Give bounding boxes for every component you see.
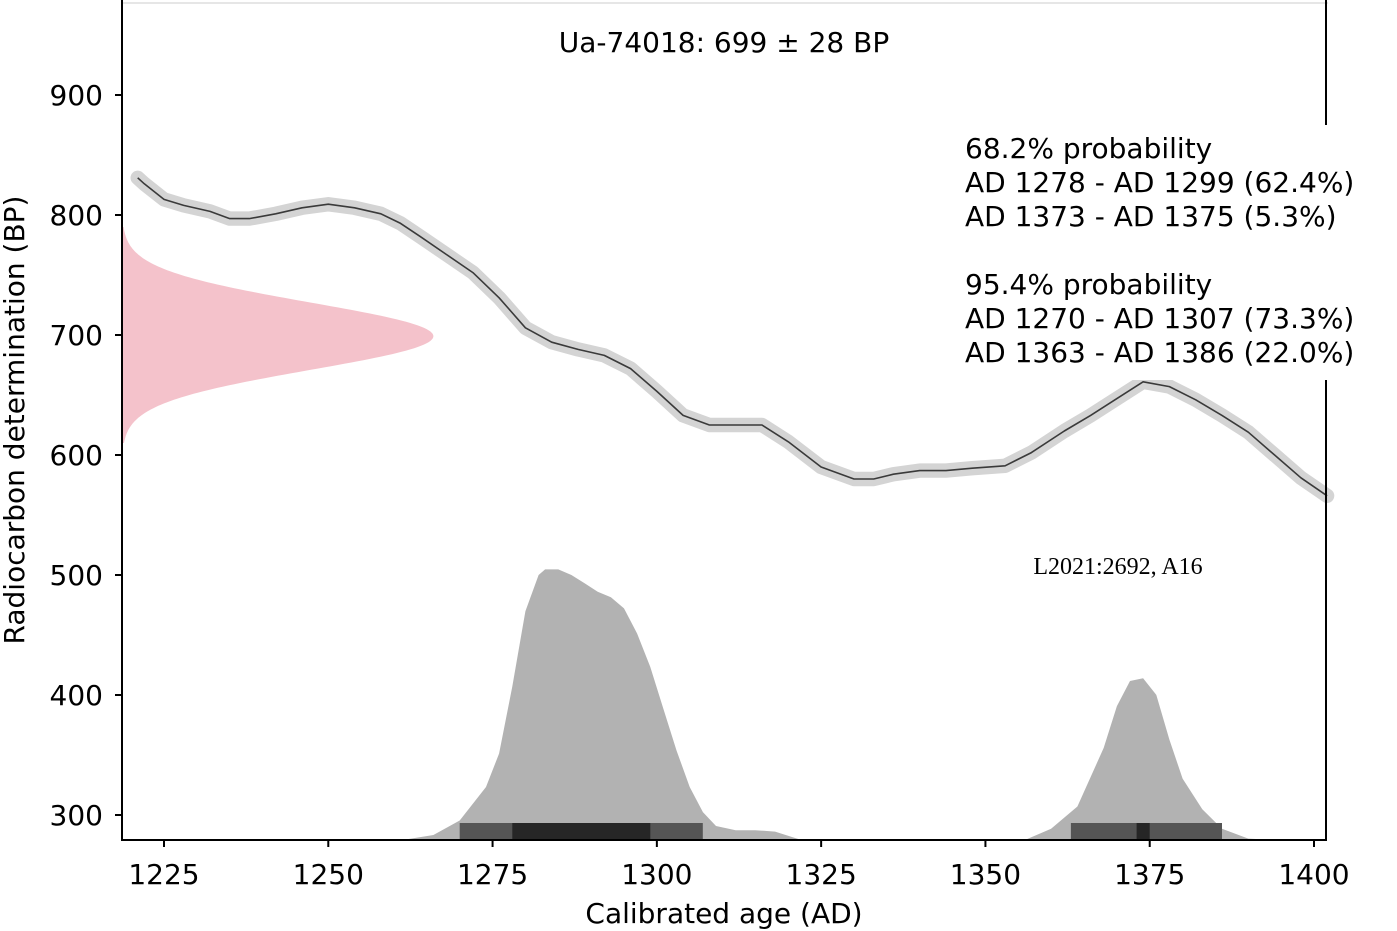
x-tick-label: 1300 xyxy=(621,858,692,891)
range-68-bar-2 xyxy=(1136,823,1150,840)
y-tick-label: 900 xyxy=(50,79,103,112)
x-tick-label: 1350 xyxy=(950,858,1021,891)
x-tick-label: 1225 xyxy=(128,858,199,891)
x-tick-label: 1375 xyxy=(1114,858,1185,891)
range-68-bar-1 xyxy=(512,823,651,840)
y-tick-label: 800 xyxy=(50,199,103,232)
calibration-curve-line xyxy=(137,177,1328,497)
y-tick-label: 300 xyxy=(50,799,103,832)
calibrated-probability-distribution xyxy=(137,569,1328,840)
probability-95-range-2: AD 1363 - AD 1386 (22.0%) xyxy=(965,336,1354,369)
x-tick-label: 1250 xyxy=(293,858,364,891)
y-axis-ticks: 300 400 500 600 700 800 900 xyxy=(50,79,122,832)
y-tick-label: 400 xyxy=(50,679,103,712)
probability-68-header: 68.2% probability xyxy=(965,132,1212,165)
chart-title: Ua-74018: 699 ± 28 BP xyxy=(559,26,890,59)
probability-range-bars xyxy=(459,823,1222,840)
x-axis-title: Calibrated age (AD) xyxy=(585,897,862,930)
x-axis-ticks: 1225 1250 1275 1300 1325 1350 1375 1400 xyxy=(128,840,1350,891)
y-tick-label: 600 xyxy=(50,439,103,472)
probability-95-header: 95.4% probability xyxy=(965,268,1212,301)
probability-summary: 68.2% probability AD 1278 - AD 1299 (62.… xyxy=(965,132,1354,369)
x-tick-label: 1275 xyxy=(457,858,528,891)
y-tick-label: 700 xyxy=(50,319,103,352)
sample-label: L2021:2692, A16 xyxy=(1033,554,1202,580)
y-tick-label: 500 xyxy=(50,559,103,592)
probability-95-range-1: AD 1270 - AD 1307 (73.3%) xyxy=(965,302,1354,335)
x-tick-label: 1325 xyxy=(786,858,857,891)
probability-text-background xyxy=(952,125,1382,380)
plot-area xyxy=(122,170,1335,840)
probability-68-range-2: AD 1373 - AD 1375 (5.3%) xyxy=(965,200,1337,233)
x-tick-label: 1400 xyxy=(1278,858,1349,891)
y-axis-title: Radiocarbon determination (BP) xyxy=(0,196,31,645)
probability-68-range-1: AD 1278 - AD 1299 (62.4%) xyxy=(965,166,1354,199)
radiocarbon-date-distribution xyxy=(122,227,434,443)
